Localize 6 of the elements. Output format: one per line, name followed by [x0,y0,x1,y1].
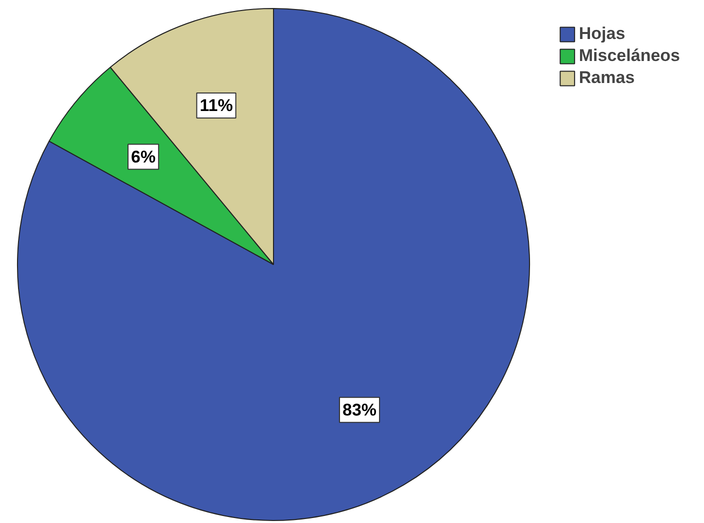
legend-label: Misceláneos [578,46,680,66]
legend-label: Hojas [578,24,626,44]
data-label: 11% [200,96,233,116]
data-label: 83% [342,400,377,420]
data-label: 6% [131,147,156,166]
legend-label: Ramas [578,68,635,88]
